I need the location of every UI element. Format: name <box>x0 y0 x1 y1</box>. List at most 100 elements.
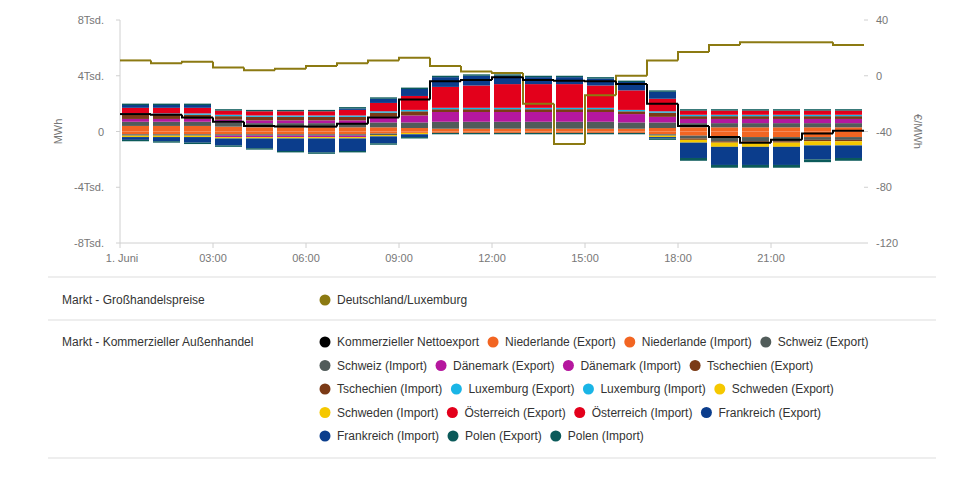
legend-title: Markt - Großhandelspreise <box>62 293 205 307</box>
legend-swatch <box>488 337 499 348</box>
bar <box>277 120 304 123</box>
line-step <box>616 76 647 96</box>
bar <box>432 122 459 129</box>
bar <box>742 119 769 123</box>
legend-label: Polen (Import) <box>568 429 644 443</box>
bar <box>215 111 242 115</box>
bar <box>277 151 304 152</box>
y-axis-label: MWh <box>52 119 64 145</box>
bar <box>401 111 428 115</box>
bar <box>339 136 366 137</box>
plot-area <box>120 42 864 167</box>
line-step <box>368 118 399 124</box>
bar <box>370 122 397 127</box>
bar <box>711 115 738 116</box>
y-tick <box>116 131 120 132</box>
legend-item: Polen (Export) <box>448 429 542 443</box>
bar <box>277 136 304 137</box>
legend-label: Schweiz (Export) <box>778 335 869 349</box>
bar <box>556 133 583 134</box>
bar <box>463 122 490 129</box>
legend-item: Deutschland/Luxemburg <box>320 293 468 307</box>
y2-axis-label: €/MWh <box>912 114 924 149</box>
bar <box>308 127 335 131</box>
bar <box>308 110 335 111</box>
bar <box>246 134 273 135</box>
bar <box>401 122 428 128</box>
bar <box>184 113 211 114</box>
bar <box>153 108 180 114</box>
bar <box>122 122 149 126</box>
line-step <box>213 62 244 68</box>
bar <box>835 123 862 127</box>
bar <box>463 74 490 75</box>
bar <box>308 111 335 112</box>
bar <box>339 117 366 120</box>
bar <box>463 108 490 109</box>
bar <box>649 134 676 135</box>
bar <box>835 111 862 115</box>
bar <box>835 109 862 110</box>
bar <box>711 111 738 115</box>
line-step <box>833 131 864 134</box>
bar <box>742 109 769 110</box>
bar <box>804 141 831 145</box>
bar <box>153 122 180 126</box>
legend-label: Schweden (Import) <box>337 406 438 420</box>
legend-label: Frankreich (Import) <box>337 429 439 443</box>
bar <box>742 115 769 116</box>
bar <box>649 99 676 112</box>
bar <box>680 109 707 110</box>
bar <box>432 129 459 132</box>
legend-item: Österreich (Export) <box>447 406 566 420</box>
line-step <box>709 126 740 137</box>
legend-label: Tschechien (Import) <box>337 382 442 396</box>
bar <box>184 122 211 126</box>
bar <box>308 116 335 117</box>
bar <box>432 87 459 108</box>
bar <box>432 112 459 122</box>
x-tick <box>213 243 214 248</box>
bar <box>680 138 707 139</box>
axes: -8Tsd.-4Tsd.04Tsd.8Tsd.-120-80-400401. J… <box>52 14 924 264</box>
bar <box>804 140 831 141</box>
line-step <box>678 104 709 126</box>
bar <box>649 90 676 91</box>
legend-label: Luxemburg (Import) <box>600 382 705 396</box>
bar <box>401 134 428 137</box>
bar <box>556 132 583 133</box>
bar <box>525 129 552 132</box>
bar <box>184 104 211 105</box>
bar <box>246 117 273 120</box>
legend-rule <box>48 458 936 459</box>
bar <box>835 141 862 145</box>
bar <box>742 111 769 115</box>
bar <box>680 119 707 123</box>
y-tick-label: 8Tsd. <box>78 14 104 26</box>
bar <box>773 147 800 165</box>
bar <box>122 134 149 135</box>
bar <box>711 109 738 110</box>
bar <box>525 112 552 122</box>
bar <box>339 151 366 152</box>
bar <box>680 127 707 131</box>
bar <box>556 77 583 78</box>
legend-swatch <box>550 431 561 442</box>
legend-label: Niederlande (Import) <box>642 335 752 349</box>
bar <box>153 119 180 122</box>
bar <box>804 123 831 127</box>
line-step <box>182 115 213 118</box>
y2-tick-label: 0 <box>876 70 882 82</box>
bar <box>618 111 645 112</box>
line-step <box>771 41 802 43</box>
legend-swatch <box>320 431 331 442</box>
line-step <box>740 137 771 143</box>
bar <box>122 126 149 132</box>
bar <box>277 137 304 138</box>
bar <box>649 92 676 99</box>
bar <box>401 111 428 112</box>
bar <box>773 123 800 127</box>
line-step <box>647 84 678 104</box>
bar <box>370 113 397 117</box>
bar <box>401 110 428 111</box>
